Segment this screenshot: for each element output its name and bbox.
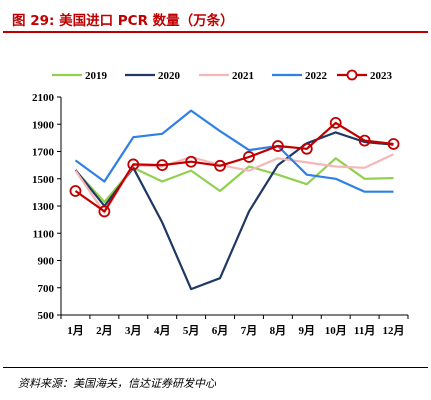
axes: 500 700 900 1100 1300 1500 1700 1900 2100 1月 2月 3月 4… xyxy=(32,92,409,337)
data-point-2023 xyxy=(243,151,255,163)
data-point-2023 xyxy=(156,159,169,172)
data-point-2023 xyxy=(185,155,198,168)
line-chart: 2019 2020 2021 2022 2023 500 700 900 1100 1300 15… xyxy=(32,69,409,337)
x-tick-label: 8月 xyxy=(270,324,287,337)
y-tick-label: 1300 xyxy=(32,201,55,213)
legend-marker-2023 xyxy=(346,69,358,81)
series-lines xyxy=(69,109,400,291)
legend-label-2020: 2020 xyxy=(158,70,181,82)
series-line-2022 xyxy=(74,109,394,193)
legend-label-2023: 2023 xyxy=(370,70,393,82)
legend-label-2022: 2022 xyxy=(305,70,328,82)
x-tick-label: 6月 xyxy=(212,324,229,337)
data-point-2023 xyxy=(127,158,140,171)
x-tick-label: 12月 xyxy=(383,324,405,337)
x-tick-label: 10月 xyxy=(325,324,347,337)
y-tick-label: 1500 xyxy=(32,174,55,186)
data-point-2023 xyxy=(387,138,400,150)
x-tick-label: 9月 xyxy=(299,324,316,337)
data-point-2023 xyxy=(98,205,111,218)
y-tick-label: 1900 xyxy=(32,119,55,131)
source-note: 资料来源：美国海关，信达证券研发中心 xyxy=(18,377,216,390)
x-tick-label: 1月 xyxy=(67,324,84,337)
y-tick-label: 900 xyxy=(38,256,55,268)
source-divider xyxy=(3,367,428,368)
x-tick-label: 7月 xyxy=(241,324,258,337)
series-line-2020 xyxy=(74,131,394,291)
data-point-2023 xyxy=(214,159,226,172)
legend: 2019 2020 2021 2022 2023 xyxy=(52,69,393,82)
data-point-2023 xyxy=(358,134,371,147)
y-tick-label: 2100 xyxy=(32,92,55,104)
y-tick-label: 700 xyxy=(38,283,55,295)
y-tick-label: 500 xyxy=(38,310,55,322)
y-tick-label: 1100 xyxy=(33,228,55,240)
x-tick-label: 2月 xyxy=(96,324,113,337)
x-tick-label: 4月 xyxy=(154,324,171,337)
title-bar: 图 29: 美国进口 PCR 数量（万条） xyxy=(3,5,428,33)
chart-title: 图 29: 美国进口 PCR 数量（万条） xyxy=(12,13,234,29)
x-tick-label: 3月 xyxy=(125,324,142,337)
legend-label-2019: 2019 xyxy=(85,70,108,82)
x-tick-label: 5月 xyxy=(183,324,200,337)
data-point-2023 xyxy=(271,140,284,152)
data-point-2023 xyxy=(300,142,313,155)
data-point-2023 xyxy=(329,116,342,129)
y-tick-label: 1700 xyxy=(32,147,55,159)
data-point-2023 xyxy=(69,185,82,197)
legend-label-2021: 2021 xyxy=(232,70,254,82)
x-tick-label: 11月 xyxy=(354,324,375,337)
